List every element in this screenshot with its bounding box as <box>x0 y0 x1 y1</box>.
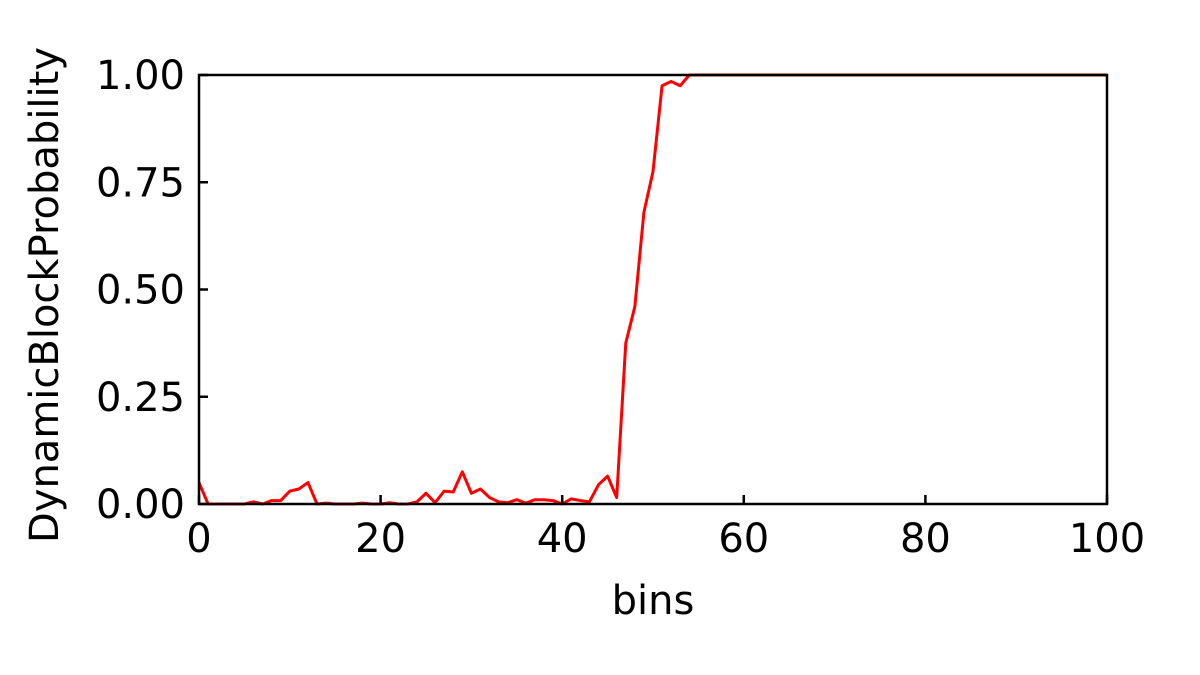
y-tick-label: 1.00 <box>96 53 185 99</box>
x-tick-label: 80 <box>900 516 951 562</box>
x-tick-label: 0 <box>186 516 211 562</box>
x-tick-label: 40 <box>537 516 588 562</box>
series-line <box>197 73 1107 506</box>
x-axis-label: bins <box>612 578 695 624</box>
y-tick-label: 0.25 <box>96 375 185 421</box>
x-tick-label: 20 <box>355 516 406 562</box>
y-axis-label: DynamicBlockProbability <box>22 47 68 543</box>
y-tick-label: 0.00 <box>96 482 185 528</box>
axes-frame <box>197 73 1109 506</box>
x-tick-label: 100 <box>1069 516 1145 562</box>
y-tick-label: 0.75 <box>96 160 185 206</box>
y-tick-label: 0.50 <box>96 268 185 314</box>
x-axis: 0 20 40 60 80 100 <box>186 495 1145 562</box>
y-axis: 0.00 0.25 0.50 0.75 1.00 <box>96 53 208 528</box>
x-tick-label: 60 <box>718 516 769 562</box>
